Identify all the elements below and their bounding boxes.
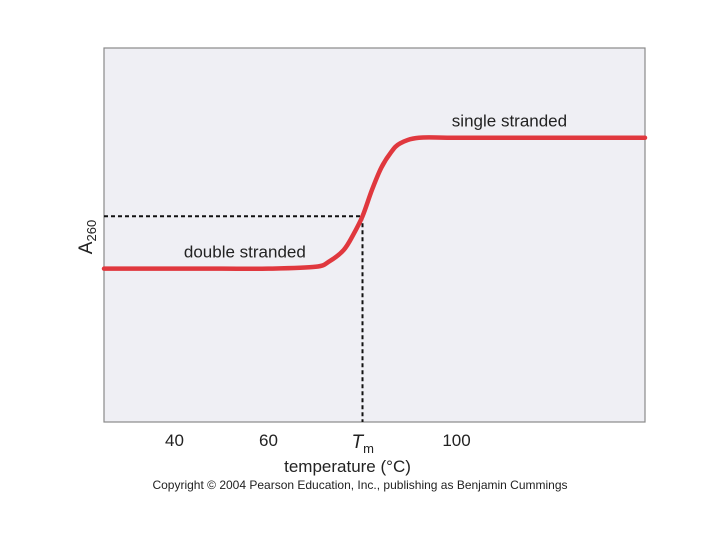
y-axis-label: A260: [76, 220, 99, 254]
x-tick-label: 100: [442, 431, 470, 450]
series-line: [101, 135, 648, 272]
x-tick-label: 40: [165, 431, 184, 450]
tm-label: Tm: [352, 432, 374, 456]
x-axis-label: temperature (°C): [284, 457, 411, 476]
plot-area: [103, 47, 646, 423]
series-annotation: single stranded: [452, 112, 567, 131]
copyright-notice: Copyright © 2004 Pearson Education, Inc.…: [152, 478, 568, 492]
melting-curve-chart: 40 60 100 double stranded single stranded A…: [76, 47, 648, 476]
series-annotation: double stranded: [184, 242, 306, 261]
x-tick-label: 60: [259, 431, 278, 450]
